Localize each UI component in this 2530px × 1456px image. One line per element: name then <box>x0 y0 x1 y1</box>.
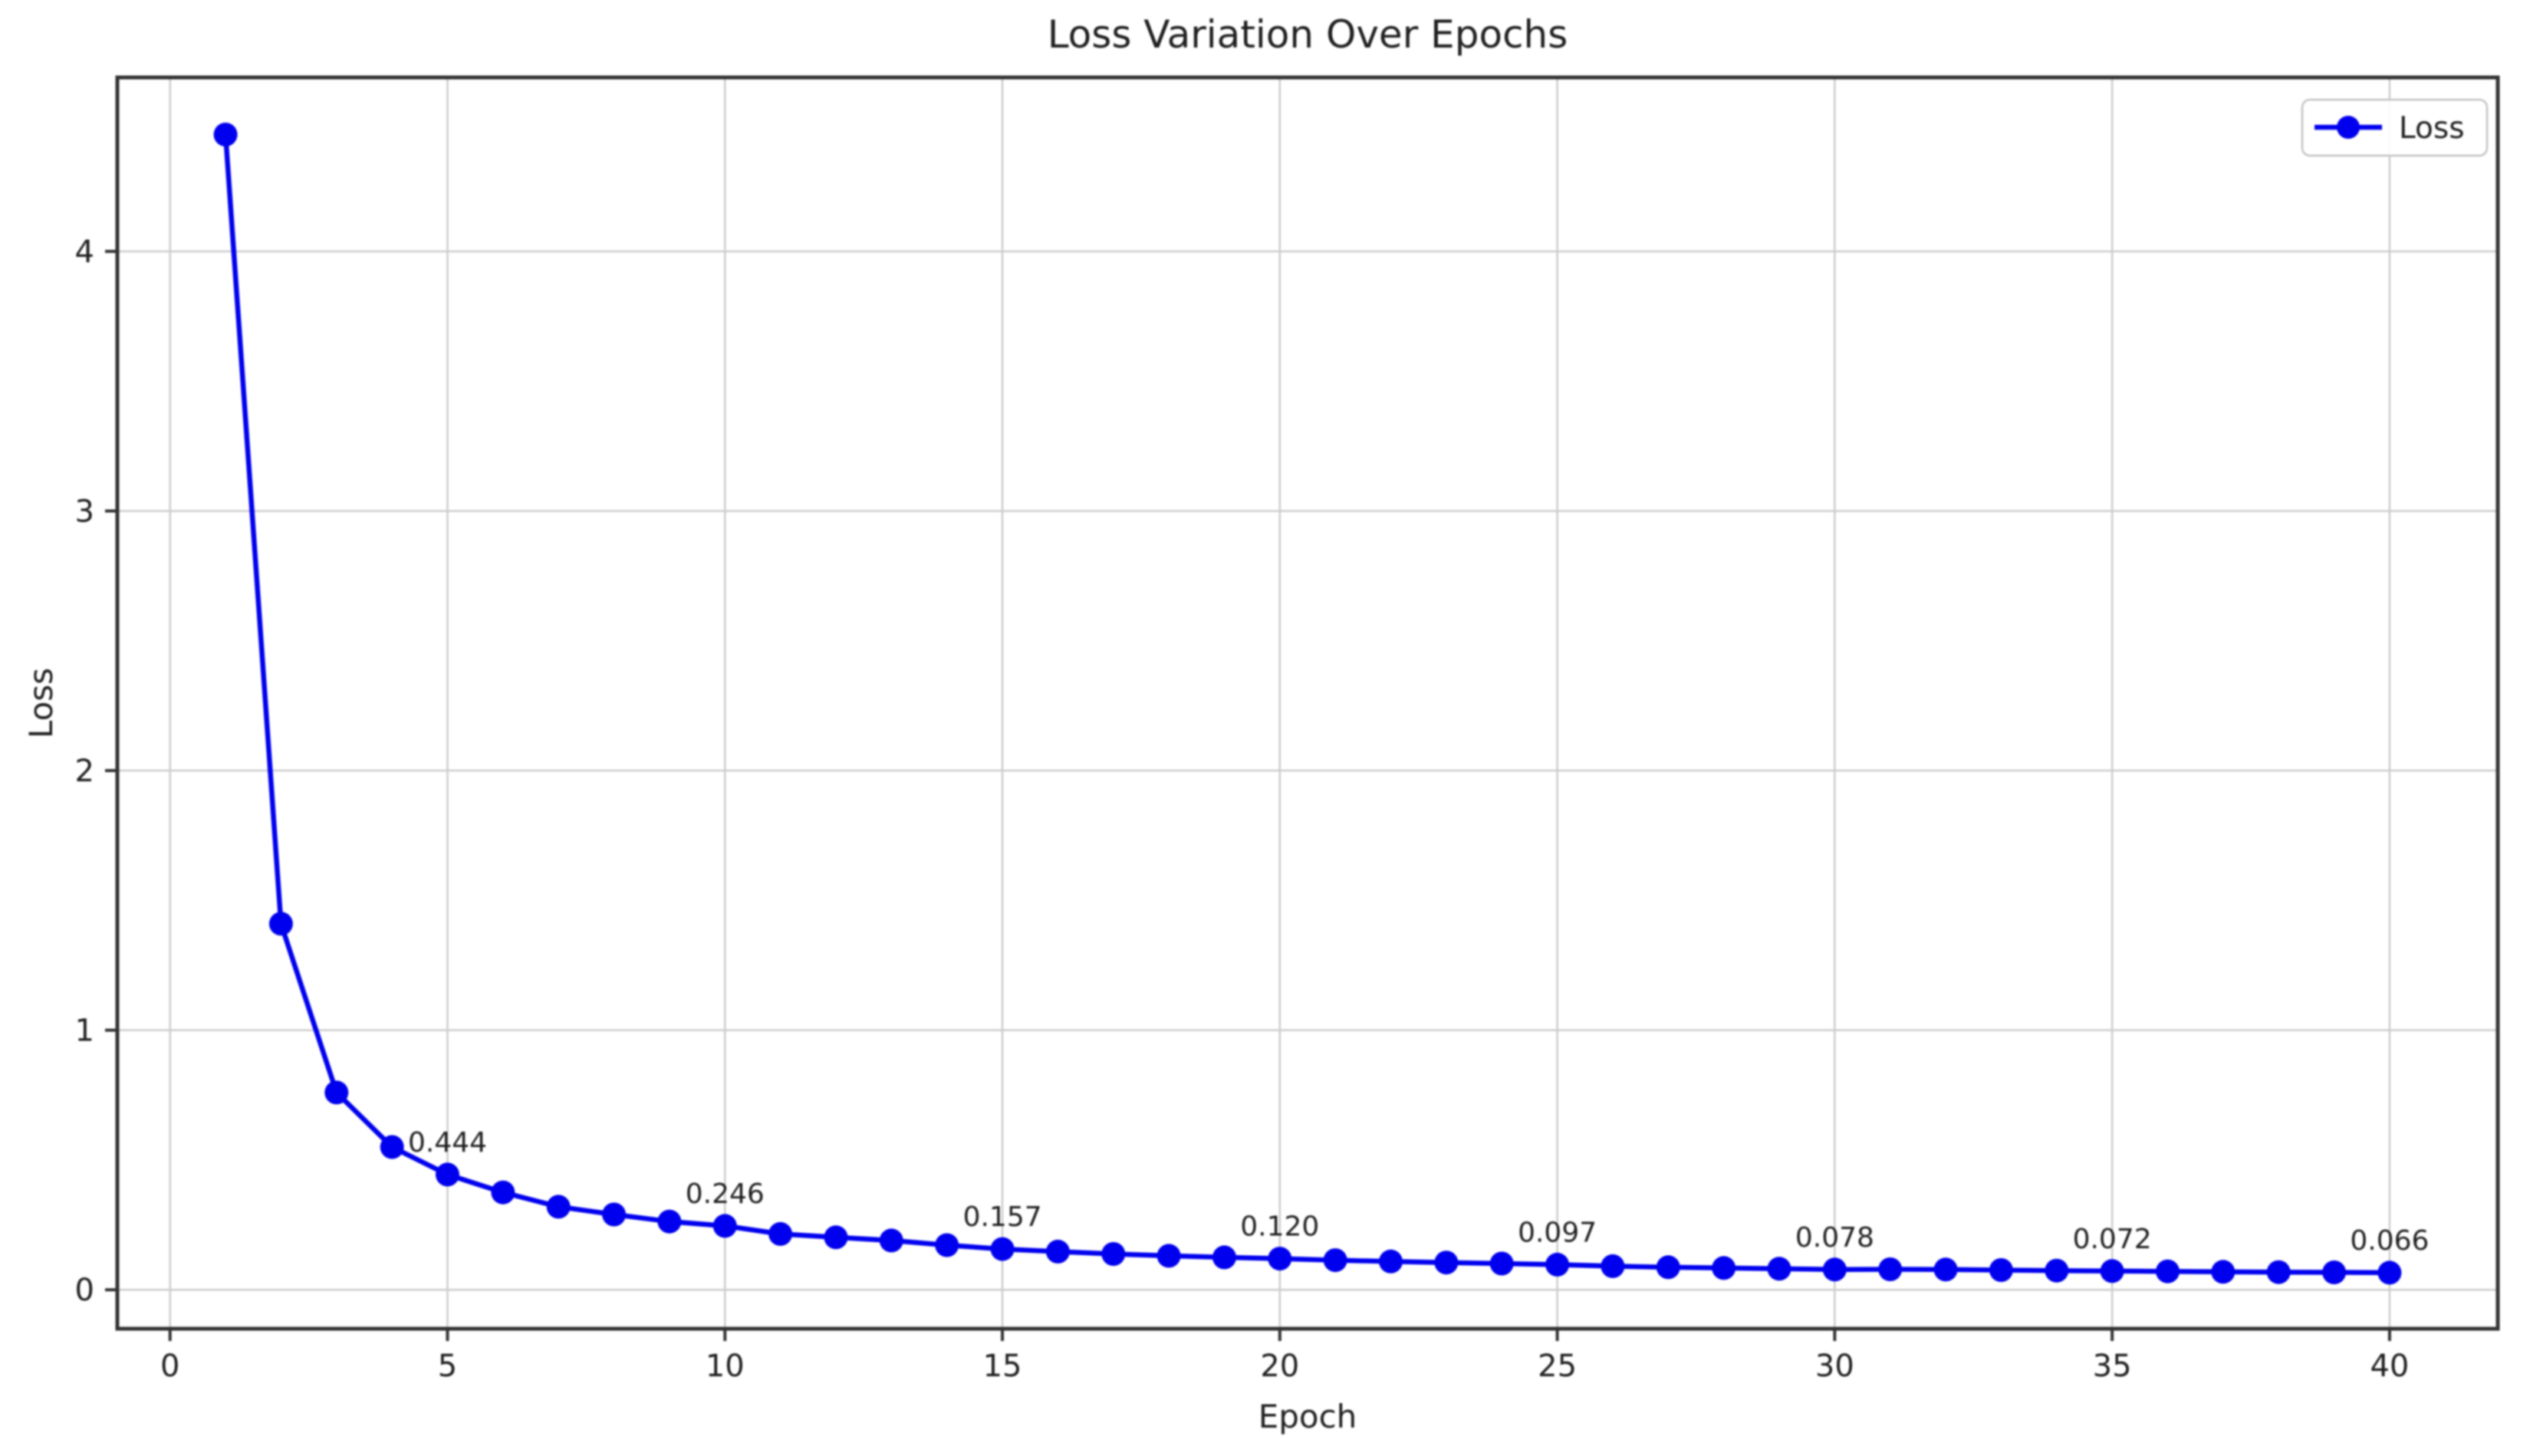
data-point-marker <box>1822 1257 1847 1282</box>
legend-box <box>2301 98 2489 157</box>
chart-title: Loss Variation Over Epochs <box>1048 12 1568 57</box>
data-point-marker <box>1489 1251 1514 1276</box>
data-point-marker <box>824 1225 848 1250</box>
data-point-marker <box>1878 1257 1903 1281</box>
point-annotation: 0.444 <box>408 1127 487 1159</box>
data-point-marker <box>2100 1259 2124 1283</box>
data-point-marker <box>1767 1257 1791 1281</box>
x-tick-label: 0 <box>160 1349 179 1384</box>
y-tick-label: 0 <box>75 1273 94 1308</box>
data-point-marker <box>213 123 238 146</box>
x-tick-label: 5 <box>438 1349 457 1384</box>
y-tick-label: 2 <box>75 754 94 789</box>
tick-labels: 0 5 10 15 20 25 30 35 40 0 1 2 3 4 <box>75 235 2410 1384</box>
data-point-marker <box>657 1209 682 1234</box>
data-point-marker <box>1712 1256 1736 1280</box>
point-annotation: 0.066 <box>2350 1225 2429 1257</box>
data-points <box>213 123 2402 1285</box>
data-point-marker <box>1045 1239 1070 1264</box>
data-point-marker <box>1989 1258 2013 1282</box>
point-annotation: 0.078 <box>1795 1222 1874 1254</box>
data-point-marker <box>712 1214 737 1238</box>
data-point-marker <box>768 1221 793 1246</box>
axis-ticks <box>105 249 2391 1341</box>
x-tick-label: 30 <box>1815 1349 1854 1384</box>
loss-line <box>222 132 2393 1276</box>
point-annotation: 0.072 <box>2073 1224 2152 1255</box>
x-tick-label: 35 <box>2093 1349 2132 1384</box>
data-point-marker <box>1379 1249 1403 1274</box>
point-annotation: 0.246 <box>686 1178 765 1210</box>
data-point-marker <box>324 1080 349 1105</box>
data-point-marker <box>2377 1260 2402 1285</box>
data-point-marker <box>935 1233 959 1257</box>
data-point-marker <box>380 1135 404 1159</box>
data-point-marker <box>1434 1251 1459 1275</box>
data-point-marker <box>268 912 293 936</box>
x-tick-label: 40 <box>2370 1349 2409 1384</box>
point-annotation: 0.120 <box>1240 1211 1319 1243</box>
data-point-marker <box>2266 1260 2291 1284</box>
y-axis-label: Loss <box>22 668 60 738</box>
data-point-marker <box>1545 1252 1570 1277</box>
data-point-marker <box>2045 1258 2069 1283</box>
x-tick-label: 15 <box>983 1349 1022 1384</box>
data-point-marker <box>1101 1242 1126 1266</box>
legend-label: Loss <box>2399 111 2465 146</box>
x-tick-label: 10 <box>706 1349 745 1384</box>
plot-border <box>115 75 2500 1331</box>
data-point-marker <box>436 1162 459 1187</box>
data-point-marker <box>990 1237 1015 1261</box>
data-point-marker <box>602 1202 627 1227</box>
point-annotation: 0.097 <box>1518 1217 1597 1248</box>
data-point-marker <box>546 1195 571 1219</box>
data-point-marker <box>491 1180 515 1205</box>
legend-marker-sample <box>2337 116 2360 139</box>
data-point-marker <box>2156 1259 2180 1283</box>
y-tick-label: 4 <box>75 235 94 270</box>
data-point-marker <box>1323 1248 1347 1273</box>
point-value-labels: 0.444 0.246 0.157 0.120 0.097 0.078 0.072 0.066 <box>408 1127 2429 1257</box>
x-axis-label: Epoch <box>1258 1398 1357 1435</box>
data-point-marker <box>1933 1257 1958 1282</box>
x-tick-label: 25 <box>1538 1349 1577 1384</box>
data-point-marker <box>1601 1254 1625 1278</box>
x-tick-label: 20 <box>1260 1349 1299 1384</box>
data-point-marker <box>879 1228 903 1253</box>
data-point-marker <box>2322 1260 2347 1284</box>
point-annotation: 0.157 <box>963 1201 1042 1233</box>
data-point-marker <box>2211 1260 2236 1284</box>
y-tick-label: 1 <box>75 1014 94 1049</box>
gridlines <box>117 77 2498 1329</box>
data-point-marker <box>1656 1255 1680 1280</box>
legend: Loss <box>2301 98 2489 157</box>
data-point-marker <box>1212 1245 1236 1270</box>
y-tick-label: 3 <box>75 494 94 529</box>
data-point-marker <box>1156 1244 1181 1268</box>
data-point-marker <box>1268 1247 1292 1271</box>
